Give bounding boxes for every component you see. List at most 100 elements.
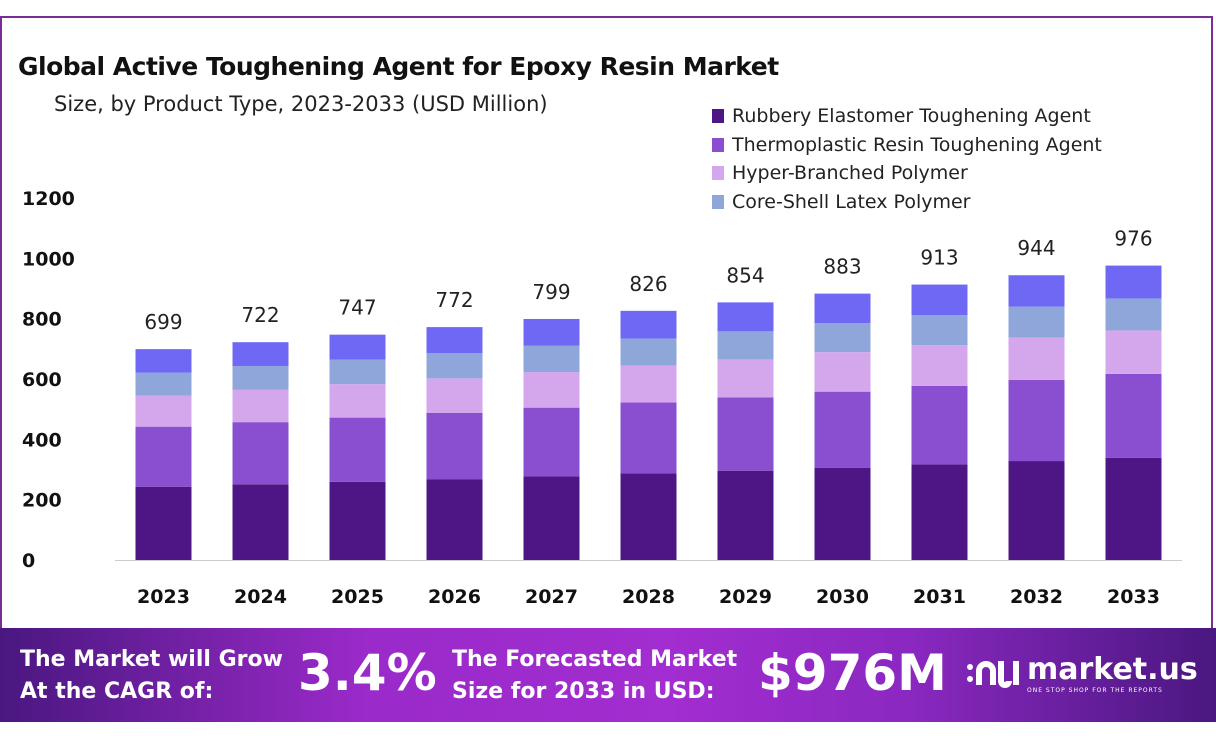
- bar-segment: [717, 397, 774, 471]
- bar-segment: [135, 395, 192, 427]
- bar-segment: [523, 318, 580, 346]
- total-label: 699: [144, 310, 182, 334]
- cagr-label: The Market will Grow At the CAGR of:: [20, 644, 283, 708]
- market-us-logo: market.us ONE STOP SHOP FOR THE REPORTS: [965, 652, 1198, 694]
- bar-segment: [426, 412, 483, 480]
- bar-segment: [1105, 457, 1162, 560]
- x-tick-label: 2024: [234, 586, 287, 608]
- total-label: 883: [823, 255, 861, 279]
- bar-segment: [1105, 265, 1162, 299]
- bar-segment: [814, 391, 871, 468]
- bar-segment: [232, 484, 289, 560]
- bar-segment: [135, 426, 192, 487]
- bar-segment: [329, 359, 386, 385]
- forecast-label-line1: The Forecasted Market: [452, 647, 738, 672]
- cagr-label-line1: The Market will Grow: [20, 647, 283, 672]
- legend-swatch: [712, 166, 724, 181]
- x-tick-label: 2023: [137, 586, 190, 608]
- legend-item: Rubbery Elastomer Toughening Agent: [712, 102, 1102, 131]
- y-tick-label: 400: [22, 429, 62, 451]
- cagr-value: 3.4%: [298, 644, 437, 702]
- bar-segment: [1105, 330, 1162, 374]
- logo-name: market.us: [1027, 652, 1198, 687]
- logo-tagline: ONE STOP SHOP FOR THE REPORTS: [1027, 687, 1163, 694]
- bar-segment: [232, 422, 289, 485]
- bar-segment: [135, 372, 192, 396]
- bar-segment: [329, 481, 386, 560]
- total-label: 722: [241, 303, 279, 327]
- chart-frame: [0, 16, 1213, 628]
- bar-segment: [426, 479, 483, 560]
- x-tick-label: 2032: [1010, 586, 1063, 608]
- bar-segment: [523, 372, 580, 408]
- bar-segment: [911, 464, 968, 560]
- legend-item: Hyper-Branched Polymer: [712, 159, 1102, 188]
- y-tick-label: 800: [22, 309, 62, 331]
- bar-segment: [814, 293, 871, 324]
- x-tick-label: 2026: [428, 586, 481, 608]
- bar-segment: [911, 315, 968, 346]
- logo-icon: [967, 661, 1019, 688]
- legend-item: Core-Shell Latex Polymer: [712, 188, 1102, 217]
- forecast-label-line2: Size for 2033 in USD:: [452, 679, 715, 704]
- bar-segment: [717, 359, 774, 398]
- bar-segment: [329, 417, 386, 482]
- bar-segment: [717, 331, 774, 360]
- bar-segment: [232, 389, 289, 423]
- y-tick-label: 200: [22, 490, 62, 512]
- legend-label: Hyper-Branched Polymer: [732, 162, 968, 185]
- bar-segment: [620, 402, 677, 474]
- chart-title: Global Active Toughening Agent for Epoxy…: [18, 52, 779, 81]
- bar-segment: [814, 352, 871, 392]
- bar-segment: [1105, 373, 1162, 458]
- bar-segment: [426, 353, 483, 379]
- bar-segment: [1008, 275, 1065, 307]
- bar-segment: [814, 323, 871, 353]
- bar-segment: [814, 467, 871, 560]
- total-label: 826: [629, 272, 667, 296]
- y-tick-label: 0: [22, 550, 35, 572]
- x-tick-label: 2029: [719, 586, 772, 608]
- y-tick-label: 600: [22, 369, 62, 391]
- bar-segment: [911, 345, 968, 386]
- legend-swatch: [712, 194, 724, 209]
- total-label: 854: [726, 263, 764, 287]
- forecast-label: The Forecasted Market Size for 2033 in U…: [452, 644, 737, 708]
- bar-segment: [717, 470, 774, 560]
- stacked-bar-chart: 0 200 400 600 800 1000 1200 699 2023 722 2024 747 20…: [22, 188, 1182, 608]
- total-label: 799: [532, 280, 570, 304]
- bar-segment: [620, 338, 677, 366]
- bar-segment: [135, 486, 192, 560]
- legend-label: Thermoplastic Resin Toughening Agent: [732, 133, 1102, 156]
- legend-item: Thermoplastic Resin Toughening Agent: [712, 131, 1102, 160]
- legend-label: Core-Shell Latex Polymer: [732, 190, 971, 213]
- bar-segment: [1008, 337, 1065, 380]
- bar-segment: [1008, 306, 1065, 338]
- x-tick-label: 2031: [913, 586, 966, 608]
- total-label: 944: [1017, 236, 1055, 260]
- bar-segment: [329, 334, 386, 360]
- y-tick-label: 1200: [22, 188, 75, 210]
- bar-segment: [232, 366, 289, 390]
- total-label: 772: [435, 288, 473, 312]
- bar-segment: [523, 407, 580, 477]
- total-label: 976: [1114, 227, 1152, 251]
- bar-segment: [620, 473, 677, 560]
- bar-segment: [232, 342, 289, 367]
- total-label: 913: [920, 246, 958, 270]
- forecast-value: $976M: [758, 644, 947, 702]
- bar-segment: [1105, 298, 1162, 331]
- bar-segment: [911, 284, 968, 316]
- legend-swatch: [712, 137, 724, 152]
- chart-subtitle: Size, by Product Type, 2023-2033 (USD Mi…: [54, 92, 548, 116]
- bar-segment: [1008, 379, 1065, 462]
- bar-segment: [620, 365, 677, 403]
- bar-segment: [426, 327, 483, 354]
- footer-banner: The Market will Grow At the CAGR of: 3.4…: [0, 628, 1216, 722]
- legend-label: Rubbery Elastomer Toughening Agent: [732, 105, 1091, 128]
- bar-segment: [911, 385, 968, 465]
- x-tick-label: 2025: [331, 586, 384, 608]
- bar-segment: [523, 345, 580, 373]
- bar-segment: [523, 476, 580, 560]
- bar-segment: [1008, 461, 1065, 560]
